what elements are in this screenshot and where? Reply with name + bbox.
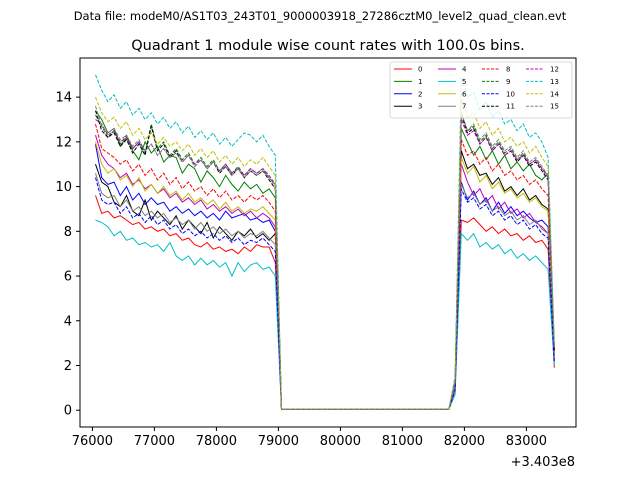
x-tick-label: 80000 (320, 434, 361, 449)
y-tick-label: 8 (64, 225, 72, 240)
x-tick-label: 78000 (196, 434, 237, 449)
legend-label-1: 1 (418, 78, 422, 86)
legend-label-12: 12 (550, 66, 559, 74)
plot-frame (79, 57, 577, 428)
figure-suptitle: Data file: modeM0/AS1T03_243T01_90000039… (74, 9, 567, 23)
legend-label-9: 9 (506, 78, 510, 86)
legend-label-5: 5 (462, 78, 466, 86)
legend-label-4: 4 (462, 66, 467, 74)
legend-label-11: 11 (506, 103, 515, 111)
series-line-9 (95, 112, 555, 410)
legend-label-2: 2 (418, 90, 422, 98)
legend-label-8: 8 (506, 66, 510, 74)
legend-frame (389, 61, 573, 119)
y-tick-label: 2 (64, 359, 72, 374)
legend-label-15: 15 (550, 103, 559, 111)
legend-label-7: 7 (462, 103, 466, 111)
legend-label-13: 13 (550, 78, 559, 86)
x-tick-label: 76000 (72, 434, 113, 449)
y-tick-label: 14 (55, 91, 72, 106)
chart-title: Quadrant 1 module wise count rates with … (131, 38, 525, 54)
x-tick-label: 77000 (134, 434, 175, 449)
y-axis: 0 2 4 6 8 10 12 14 (55, 91, 80, 419)
legend-label-10: 10 (506, 90, 515, 98)
series-line-8 (95, 123, 555, 410)
y-tick-label: 0 (64, 404, 72, 419)
legend-label-3: 3 (418, 103, 422, 111)
y-tick-label: 4 (64, 314, 72, 329)
x-offset-label: +3.403e8 (511, 455, 575, 470)
series-layer (95, 74, 555, 410)
legend-label-6: 6 (462, 90, 467, 98)
y-tick-label: 10 (55, 180, 72, 195)
x-tick-label: 79000 (258, 434, 299, 449)
series-line-15 (95, 105, 555, 410)
y-tick-label: 12 (55, 135, 72, 150)
legend-label-0: 0 (418, 66, 422, 74)
legend-label-14: 14 (550, 90, 559, 98)
x-axis: 76000 77000 78000 79000 80000 81000 82000 83000 (72, 427, 547, 449)
series-line-12 (95, 119, 555, 410)
x-tick-label: 83000 (506, 434, 547, 449)
x-tick-label: 81000 (382, 434, 423, 449)
x-tick-label: 82000 (444, 434, 485, 449)
y-tick-label: 6 (64, 270, 72, 285)
